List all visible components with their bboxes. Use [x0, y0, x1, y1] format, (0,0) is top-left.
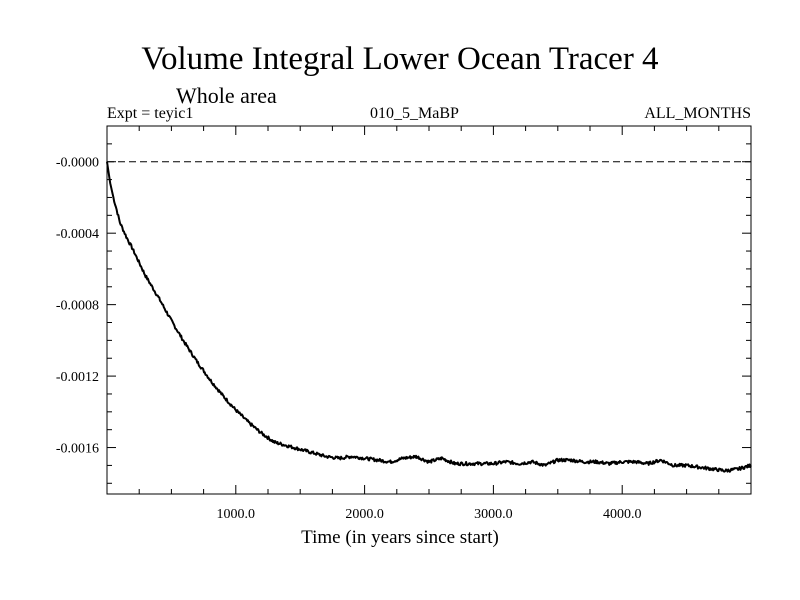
y-tick-label: -0.0008 [56, 299, 99, 314]
y-tick-label: -0.0016 [56, 442, 99, 457]
period-label: 010_5_MaBP [370, 105, 459, 122]
chart-subtitle: Whole area [176, 83, 277, 108]
x-tick-label: 2000.0 [345, 507, 384, 522]
y-tick-label: -0.0000 [56, 156, 99, 171]
experiment-label: Expt = teyic1 [107, 105, 194, 122]
plot-frame [106, 125, 752, 495]
series-line [106, 161, 752, 473]
x-tick-label: 1000.0 [217, 507, 256, 522]
y-tick-label: -0.0004 [56, 227, 99, 242]
y-tick-label: -0.0012 [56, 370, 99, 385]
x-tick-label: 3000.0 [474, 507, 513, 522]
chart-title: Volume Integral Lower Ocean Tracer 4 [141, 41, 659, 77]
x-axis-label: Time (in years since start) [301, 527, 499, 548]
months-label: ALL_MONTHS [644, 105, 751, 122]
x-tick-label: 4000.0 [603, 507, 642, 522]
